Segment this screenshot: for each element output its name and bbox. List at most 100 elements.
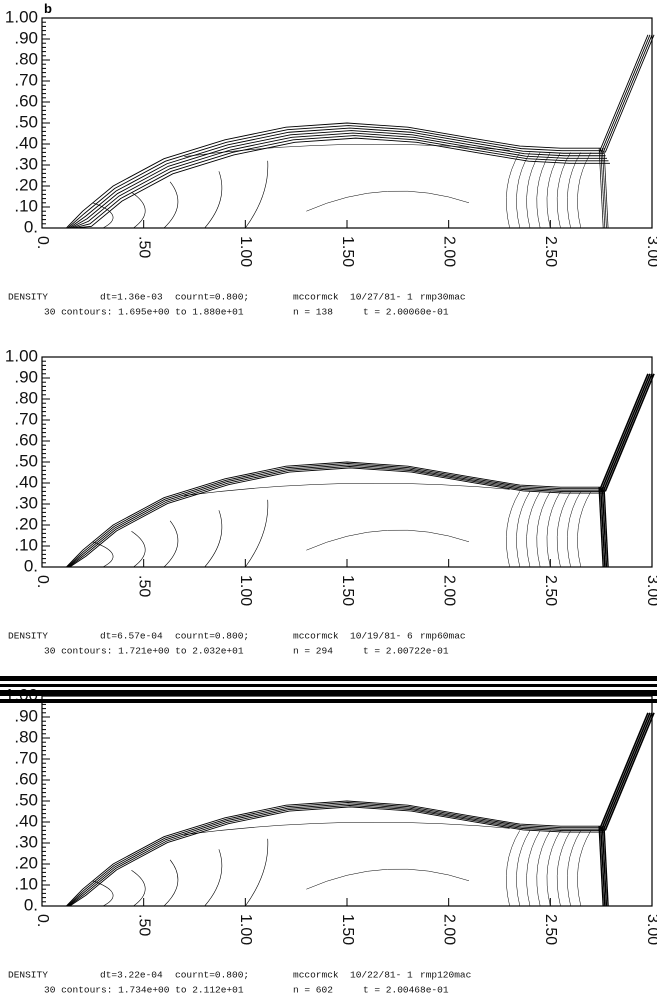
x-tick-label: 0. [34, 236, 51, 249]
y-tick-label: .90 [14, 706, 38, 725]
panel: 1.00 .90 .80 .70 .60 .50 .40 .30 .20 .10 0.0. .50 1.… [5, 346, 657, 656]
contour [567, 830, 582, 907]
contour [536, 830, 551, 907]
y-tick-label: .30 [14, 154, 38, 173]
scan-artifact [0, 699, 657, 703]
scan-artifact [0, 684, 657, 687]
contour [516, 491, 531, 568]
contour [601, 487, 608, 568]
contour [556, 491, 571, 568]
y-tick-label: .40 [14, 133, 38, 152]
x-tick-label: 1.50 [339, 236, 356, 267]
y-tick-label: 0. [24, 556, 38, 575]
contour [600, 712, 651, 831]
contour [184, 143, 510, 157]
contour [602, 373, 653, 492]
contour [66, 463, 603, 568]
contour [245, 838, 269, 907]
contour [604, 373, 655, 492]
contour [306, 190, 470, 212]
caption-text: t = 2.00060e-01 [363, 307, 449, 318]
x-tick-label: 1.50 [339, 914, 356, 945]
y-tick-label: 1.00 [5, 346, 38, 365]
contour [598, 487, 604, 568]
y-tick-label: .40 [14, 472, 38, 491]
contour [603, 826, 609, 907]
y-tick-label: .10 [14, 535, 38, 554]
contour [598, 826, 604, 907]
caption-text: t = 2.00722e-01 [363, 646, 449, 657]
x-tick-label: 0. [34, 914, 51, 927]
contour [598, 373, 649, 492]
x-tick-label: 2.00 [440, 236, 457, 267]
y-tick-label: .70 [14, 70, 38, 89]
panel-label: b [44, 1, 52, 16]
contour [245, 499, 269, 568]
contour [600, 826, 606, 907]
contour [536, 152, 551, 229]
contour [68, 465, 604, 568]
caption-text: dt=1.36e-03 [100, 292, 163, 303]
caption-text: mccormck [293, 970, 339, 981]
y-tick-label: .50 [14, 451, 38, 470]
x-tick-label: 3.00 [644, 236, 657, 267]
caption-text: 30 contours: 1.721e+00 to 2.032e+01 [44, 646, 244, 657]
x-tick-label: .50 [135, 575, 152, 597]
contour [600, 34, 651, 153]
y-tick-label: .10 [14, 874, 38, 893]
scan-artifact [0, 690, 657, 696]
caption-text: mccormck [293, 631, 339, 642]
contour [526, 830, 541, 907]
contour [556, 152, 571, 229]
contour [604, 712, 655, 831]
caption-text: n = 602 [293, 985, 333, 996]
caption-text: DENSITY [8, 292, 48, 303]
y-tick-label: .60 [14, 430, 38, 449]
contour [131, 192, 146, 229]
y-tick-label: .60 [14, 91, 38, 110]
panel: 1.00 .90 .80 .70 .60 .50 .40 .30 .20 .10 0.0. .50 1.… [5, 685, 657, 995]
contour [204, 171, 223, 229]
contour [601, 826, 608, 907]
y-tick-label: 1.00 [5, 7, 38, 26]
y-tick-label: .90 [14, 28, 38, 47]
contour [184, 821, 510, 835]
panel: 1.00 .90 .80 .70 .60 .50 .40 .30 .20 .10 0.0. .50 1.… [5, 7, 657, 317]
contour [604, 34, 655, 153]
contour [602, 712, 653, 831]
x-tick-label: 2.50 [542, 575, 559, 606]
contour [598, 148, 604, 229]
x-tick-label: 1.00 [237, 575, 254, 606]
contour [306, 868, 470, 890]
y-tick-label: .20 [14, 853, 38, 872]
contour [92, 880, 114, 907]
y-tick-label: .20 [14, 175, 38, 194]
contour [526, 152, 541, 229]
caption-text: 10/27/81- 1 [350, 292, 413, 303]
x-tick-label: 3.00 [644, 575, 657, 606]
contour [567, 491, 582, 568]
contour [131, 870, 146, 907]
contour [602, 148, 607, 229]
caption-text: 10/19/81- 6 [350, 631, 413, 642]
caption-text: dt=6.57e-04 [100, 631, 163, 642]
contour [163, 859, 179, 907]
contour [600, 373, 651, 492]
scan-artifact [0, 676, 657, 681]
caption-text: DENSITY [8, 631, 48, 642]
x-tick-label: 2.50 [542, 236, 559, 267]
y-tick-label: 0. [24, 895, 38, 914]
y-tick-label: 0. [24, 217, 38, 236]
y-tick-label: .20 [14, 514, 38, 533]
y-tick-label: .30 [14, 832, 38, 851]
x-tick-label: 3.00 [644, 914, 657, 945]
contour [603, 148, 609, 229]
contour [70, 130, 606, 229]
contour [600, 487, 606, 568]
caption-text: mccormck [293, 292, 339, 303]
caption-text: rmp120mac [420, 970, 472, 981]
y-tick-label: .70 [14, 748, 38, 767]
contour [68, 804, 604, 907]
